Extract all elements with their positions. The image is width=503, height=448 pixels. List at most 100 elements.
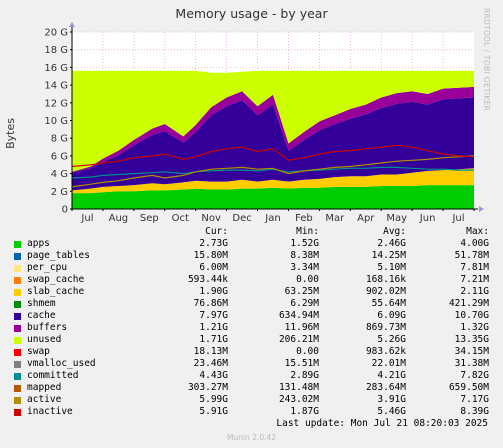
legend-header: Cur: Min: Avg: Max: — [0, 226, 503, 238]
legend-row-slab-cache: slab_cache 1.90G 63.25M 902.02M 2.11G — [0, 286, 503, 298]
legend-header-avg: Avg: — [383, 226, 406, 237]
series-lines — [71, 144, 475, 188]
legend-value-max: 31.38M — [454, 358, 489, 369]
legend-swatch — [14, 373, 21, 380]
legend-swatch — [14, 361, 21, 368]
legend-value-cur: 4.43G — [199, 370, 228, 381]
legend-value-max: 421.29M — [448, 298, 489, 309]
legend-row-active: active 5.99G 243.02M 3.91G 7.17G — [0, 394, 503, 406]
legend-label: unused — [27, 334, 62, 345]
legend-label: apps — [27, 238, 50, 249]
legend-value-max: 2.11G — [460, 286, 489, 297]
y-tick-label: 4 G — [51, 169, 68, 180]
legend-value-avg: 5.26G — [377, 334, 406, 345]
legend-swatch — [14, 397, 21, 404]
legend-value-cur: 5.99G — [199, 394, 228, 405]
legend-header-cur: Cur: — [205, 226, 228, 237]
legend-label: page_tables — [27, 250, 90, 261]
legend-value-min: 0.00 — [296, 346, 319, 357]
line-inactive — [71, 144, 475, 168]
legend-value-avg: 3.91G — [377, 394, 406, 405]
legend-value-min: 8.38M — [290, 250, 319, 261]
legend-value-min: 3.34M — [290, 262, 319, 273]
legend-value-max: 7.21M — [460, 274, 489, 285]
legend: Cur: Min: Avg: Max: apps 2.73G 1.52G 2.46G 4… — [0, 226, 503, 418]
legend-label: swap_cache — [27, 274, 85, 285]
legend-value-max: 7.17G — [460, 394, 489, 405]
legend-row-cache: cache 7.97G 634.94M 6.09G 10.70G — [0, 310, 503, 322]
x-tick-label: Nov — [201, 213, 221, 224]
x-tick-label: Jun — [419, 213, 436, 224]
legend-row-swap-cache: swap_cache 593.44k 0.00 168.16k 7.21M — [0, 274, 503, 286]
legend-swatch — [14, 337, 21, 344]
legend-value-max: 7.82G — [460, 370, 489, 381]
legend-row-inactive: inactive 5.91G 1.87G 5.46G 8.39G — [0, 406, 503, 418]
area-cache — [72, 97, 474, 191]
legend-label: active — [27, 394, 62, 405]
legend-swatch — [14, 385, 21, 392]
legend-value-min: 1.87G — [290, 406, 319, 417]
y-tick-label: 6 G — [51, 151, 68, 162]
stacked-areas — [72, 70, 474, 209]
legend-row-shmem: shmem 76.86M 6.29M 55.64M 421.29M — [0, 298, 503, 310]
legend-value-max: 51.78M — [454, 250, 489, 261]
y-axis-arrow — [69, 22, 75, 27]
legend-swatch — [14, 289, 21, 296]
legend-swatch — [14, 409, 21, 416]
y-tick-label: 14 G — [44, 81, 68, 92]
legend-value-cur: 1.90G — [199, 286, 228, 297]
x-tick-label: Jul — [80, 213, 93, 224]
legend-header-min: Min: — [296, 226, 319, 237]
y-tick-label: 10 G — [44, 116, 68, 127]
legend-swatch — [14, 313, 21, 320]
legend-value-max: 10.70G — [454, 310, 489, 321]
legend-value-avg: 5.10M — [377, 262, 406, 273]
legend-value-avg: 55.64M — [371, 298, 406, 309]
x-tick-label: Apr — [357, 213, 375, 224]
legend-swatch — [14, 253, 21, 260]
legend-swatch — [14, 349, 21, 356]
legend-value-cur: 6.00M — [199, 262, 228, 273]
area-apps — [72, 185, 474, 209]
legend-label: vmalloc_used — [27, 358, 96, 369]
legend-value-min: 131.48M — [278, 382, 319, 393]
legend-value-avg: 983.62k — [365, 346, 406, 357]
legend-value-cur: 76.86M — [193, 298, 228, 309]
legend-row-swap: swap 18.13M 0.00 983.62k 34.15M — [0, 346, 503, 358]
legend-label: slab_cache — [27, 286, 85, 297]
line-committed — [71, 166, 474, 179]
legend-row-page-tables: page_tables 15.80M 8.38M 14.25M 51.78M — [0, 250, 503, 262]
legend-label: inactive — [27, 406, 73, 417]
y-tick-label: 0 — [62, 205, 68, 216]
y-ticks: 0 2 G 4 G 6 G 8 G 10 G 12 G 14 G 16 G 18 G 20 G — [44, 28, 72, 216]
legend-value-avg: 902.02M — [365, 286, 406, 297]
legend-value-cur: 5.91G — [199, 406, 228, 417]
legend-row-per-cpu: per_cpu 6.00M 3.34M 5.10M 7.81M — [0, 262, 503, 274]
legend-value-avg: 2.46G — [377, 238, 406, 249]
legend-value-avg: 283.64M — [365, 382, 406, 393]
legend-rows: apps 2.73G 1.52G 2.46G 4.00G page_tables 15.80… — [0, 238, 503, 418]
y-tick-label: 12 G — [44, 98, 68, 109]
legend-row-committed: committed 4.43G 2.89G 4.21G 7.82G — [0, 370, 503, 382]
legend-value-max: 1.32G — [460, 322, 489, 333]
legend-value-cur: 18.13M — [193, 346, 228, 357]
legend-value-cur: 303.27M — [187, 382, 228, 393]
y-tick-label: 16 G — [44, 63, 68, 74]
legend-label: mapped — [27, 382, 62, 393]
x-tick-label: Oct — [172, 213, 189, 224]
legend-value-min: 634.94M — [278, 310, 319, 321]
x-tick-label: Mar — [325, 213, 345, 224]
legend-value-avg: 869.73M — [365, 322, 406, 333]
legend-value-cur: 15.80M — [193, 250, 228, 261]
legend-swatch — [14, 277, 21, 284]
legend-swatch — [14, 241, 21, 248]
legend-value-cur: 593.44k — [187, 274, 228, 285]
legend-label: buffers — [27, 322, 68, 333]
memory-chart: 0 2 G 4 G 6 G 8 G 10 G 12 G 14 G 16 G 18 G 20 G Ju… — [44, 22, 484, 224]
legend-value-min: 2.89G — [290, 370, 319, 381]
legend-value-avg: 22.01M — [371, 358, 406, 369]
legend-label: cache — [27, 310, 56, 321]
legend-row-mapped: mapped 303.27M 131.48M 283.64M 659.50M — [0, 382, 503, 394]
x-tick-label: Sep — [140, 213, 159, 224]
area-slab-cache — [72, 168, 474, 194]
